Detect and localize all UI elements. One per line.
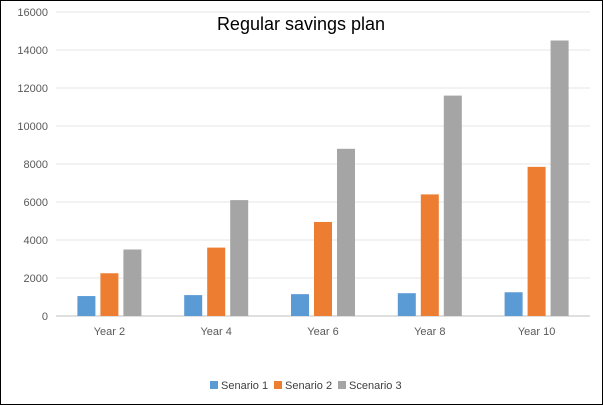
legend-swatch [338,381,346,389]
bar-2-year-10 [527,166,546,316]
y-axis-ticks: 0 2000 4000 6000 8000 10000 12000 14000 16000 [17,7,48,323]
y-tick-label: 6000 [24,197,48,209]
y-tick-label: 0 [42,311,48,323]
legend-label: Scenario 3 [349,380,402,392]
x-tick-label: Year 8 [414,326,445,338]
bars [77,40,569,316]
x-axis-ticks: Year 2 Year 4 Year 6 Year 8 Year 10 [94,326,556,338]
bar-3-year-8 [443,95,462,316]
bar-2-year-6 [314,221,332,316]
x-tick-label: Year 6 [307,326,338,338]
y-tick-label: 16000 [17,7,48,19]
legend: Senario 1 Senario 2 Scenario 3 [210,380,402,392]
bar-1-year-8 [397,293,416,316]
bar-3-year-2 [123,249,142,316]
x-tick-label: Year 10 [518,326,556,338]
legend-swatch [210,381,218,389]
x-tick-label: Year 4 [200,326,231,338]
legend-label: Senario 2 [285,380,332,392]
y-tick-label: 14000 [17,45,48,57]
bar-2-year-4 [207,247,226,316]
y-tick-label: 4000 [24,235,48,247]
bar-1-year-6 [291,294,309,316]
bar-3-year-10 [550,40,569,316]
chart-title: Regular savings plan [217,14,385,34]
y-tick-label: 12000 [17,83,48,95]
bar-2-year-2 [100,273,119,316]
bar-3-year-6 [337,148,355,316]
y-tick-label: 2000 [24,273,48,285]
bar-1-year-2 [77,296,96,316]
legend-swatch [274,381,282,389]
y-tick-label: 8000 [24,159,48,171]
x-tick-label: Year 2 [94,326,125,338]
bar-3-year-4 [230,200,249,316]
legend-label: Senario 1 [221,380,268,392]
bar-2-year-8 [420,194,439,316]
bar-1-year-10 [504,292,523,316]
y-tick-label: 10000 [17,121,48,133]
gridlines [56,11,590,317]
bar-1-year-4 [184,295,203,316]
